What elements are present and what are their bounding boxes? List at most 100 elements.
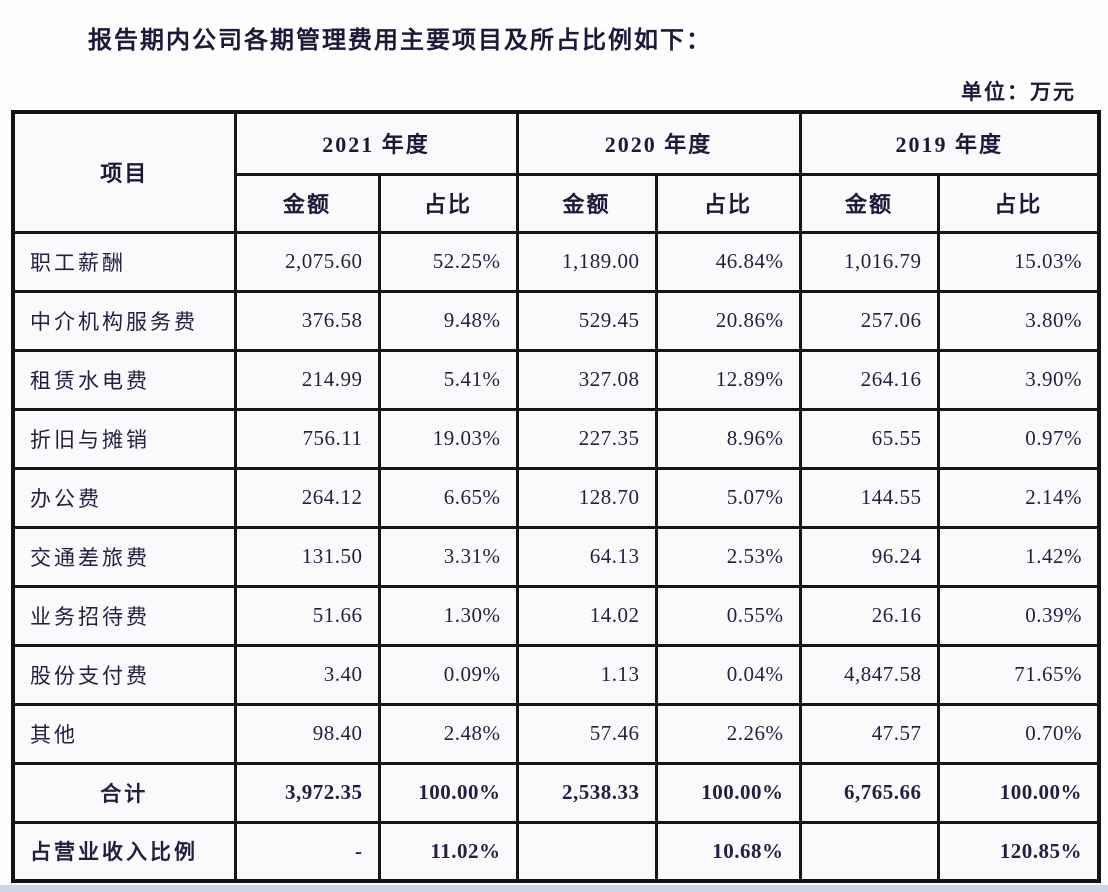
ratio-cell: 3.31% [377,525,519,588]
amount-cell: 131.50 [233,525,381,588]
ratio-cell: 6.65% [377,466,519,529]
amount-cell: 4,847.58 [798,643,940,706]
expense-table: 项目 2021 年度 2020 年度 2019 年度 金额 占比 金额 占比 金… [11,110,1102,883]
amount-cell: 96.24 [798,525,940,588]
item-cell: 职工薪酬 [11,230,237,293]
item-cell: 其他 [11,702,237,765]
header-year-2019: 2019 年度 [798,110,1101,176]
amount-cell: 1,016.79 [798,230,940,293]
amount-cell: 2,075.60 [233,230,381,293]
header-sub-row: 金额 占比 金额 占比 金额 占比 [13,172,1101,234]
ratio-cell: 0.39% [936,584,1101,647]
ratio-cell: 46.84% [654,230,802,293]
amount-cell: 51.66 [233,584,381,647]
ratio-cell: 12.89% [654,348,802,411]
ratio-cell: 2.14% [936,466,1101,529]
ratio-cell: 11.02% [377,820,519,883]
amount-cell: - [233,820,381,883]
ratio-cell: 100.00% [936,761,1101,824]
ratio-cell: 100.00% [654,761,802,824]
table-row: 股份支付费 3.40 0.09% 1.13 0.04% 4,847.58 71.… [11,643,1101,706]
unit-label: 单位：万元 [961,80,1076,104]
header-ratio-2020: 占比 [654,172,802,234]
amount-cell: 3.40 [233,643,381,706]
amount-cell: 257.06 [798,289,940,352]
amount-cell: 3,972.35 [233,761,381,824]
header-year-2021: 2021 年度 [233,110,519,176]
item-cell: 交通差旅费 [11,525,237,588]
amount-cell: 128.70 [515,466,658,529]
ratio-cell: 19.03% [377,407,519,470]
ratio-cell: 52.25% [377,230,519,293]
header-year-2020: 2020 年度 [515,110,802,176]
amount-cell [798,820,940,883]
ratio-cell: 10.68% [654,820,802,883]
ratio-cell: 5.41% [377,348,519,411]
amount-cell: 14.02 [515,584,658,647]
table-row: 中介机构服务费 376.58 9.48% 529.45 20.86% 257.0… [11,289,1101,352]
ratio-cell: 100.00% [377,761,519,824]
header-amount-2020: 金额 [515,172,658,234]
amount-cell: 327.08 [515,348,658,411]
total-row: 合计 3,972.35 100.00% 2,538.33 100.00% 6,7… [11,761,1101,824]
amount-cell: 214.99 [233,348,381,411]
revenue-ratio-row: 占营业收入比例 - 11.02% 10.68% 120.85% [11,820,1101,883]
table-row: 职工薪酬 2,075.60 52.25% 1,189.00 46.84% 1,0… [11,230,1101,293]
ratio-cell: 8.96% [654,407,802,470]
header-amount-2019: 金额 [798,172,940,234]
table-row: 租赁水电费 214.99 5.41% 327.08 12.89% 264.16 … [11,348,1101,411]
item-cell: 股份支付费 [11,643,237,706]
header-amount-2021: 金额 [233,172,381,234]
ratio-cell: 5.07% [654,466,802,529]
amount-cell: 529.45 [515,289,658,352]
table-row: 折旧与摊销 756.11 19.03% 227.35 8.96% 65.55 0… [11,407,1101,470]
header-ratio-2019: 占比 [936,172,1101,234]
amount-cell: 2,538.33 [515,761,658,824]
amount-cell: 756.11 [233,407,381,470]
ratio-cell: 3.80% [936,289,1101,352]
item-cell: 业务招待费 [11,584,237,647]
amount-cell: 1,189.00 [515,230,658,293]
ratio-cell: 71.65% [936,643,1101,706]
amount-cell: 264.12 [233,466,381,529]
revenue-ratio-label: 占营业收入比例 [11,820,237,883]
ratio-cell: 0.04% [654,643,802,706]
ratio-cell: 2.53% [654,525,802,588]
table-row: 业务招待费 51.66 1.30% 14.02 0.55% 26.16 0.39… [11,584,1101,647]
ratio-cell: 2.48% [377,702,519,765]
amount-cell: 47.57 [798,702,940,765]
ratio-cell: 15.03% [936,230,1101,293]
amount-cell: 227.35 [515,407,658,470]
ratio-cell: 2.26% [654,702,802,765]
amount-cell: 64.13 [515,525,658,588]
amount-cell: 57.46 [515,702,658,765]
amount-cell: 98.40 [233,702,381,765]
amount-cell: 26.16 [798,584,940,647]
amount-cell: 65.55 [798,407,940,470]
item-cell: 租赁水电费 [11,348,237,411]
ratio-cell: 9.48% [377,289,519,352]
table-row: 办公费 264.12 6.65% 128.70 5.07% 144.55 2.1… [11,466,1101,529]
amount-cell: 1.13 [515,643,658,706]
ratio-cell: 0.55% [654,584,802,647]
amount-cell: 144.55 [798,466,940,529]
ratio-cell: 1.42% [936,525,1101,588]
table-row: 交通差旅费 131.50 3.31% 64.13 2.53% 96.24 1.4… [11,525,1101,588]
ratio-cell: 0.70% [936,702,1101,765]
ratio-cell: 0.09% [377,643,519,706]
item-cell: 中介机构服务费 [11,289,237,352]
amount-cell [515,820,658,883]
amount-cell: 376.58 [233,289,381,352]
ratio-cell: 3.90% [936,348,1101,411]
ratio-cell: 1.30% [377,584,519,647]
item-cell: 办公费 [11,466,237,529]
screenshot-bottom-edge [0,885,1108,892]
ratio-cell: 0.97% [936,407,1101,470]
page-title: 报告期内公司各期管理费用主要项目及所占比例如下： [88,28,712,54]
item-cell: 折旧与摊销 [11,407,237,470]
ratio-cell: 20.86% [654,289,802,352]
amount-cell: 6,765.66 [798,761,940,824]
header-ratio-2021: 占比 [377,172,519,234]
header-item: 项目 [11,110,237,234]
